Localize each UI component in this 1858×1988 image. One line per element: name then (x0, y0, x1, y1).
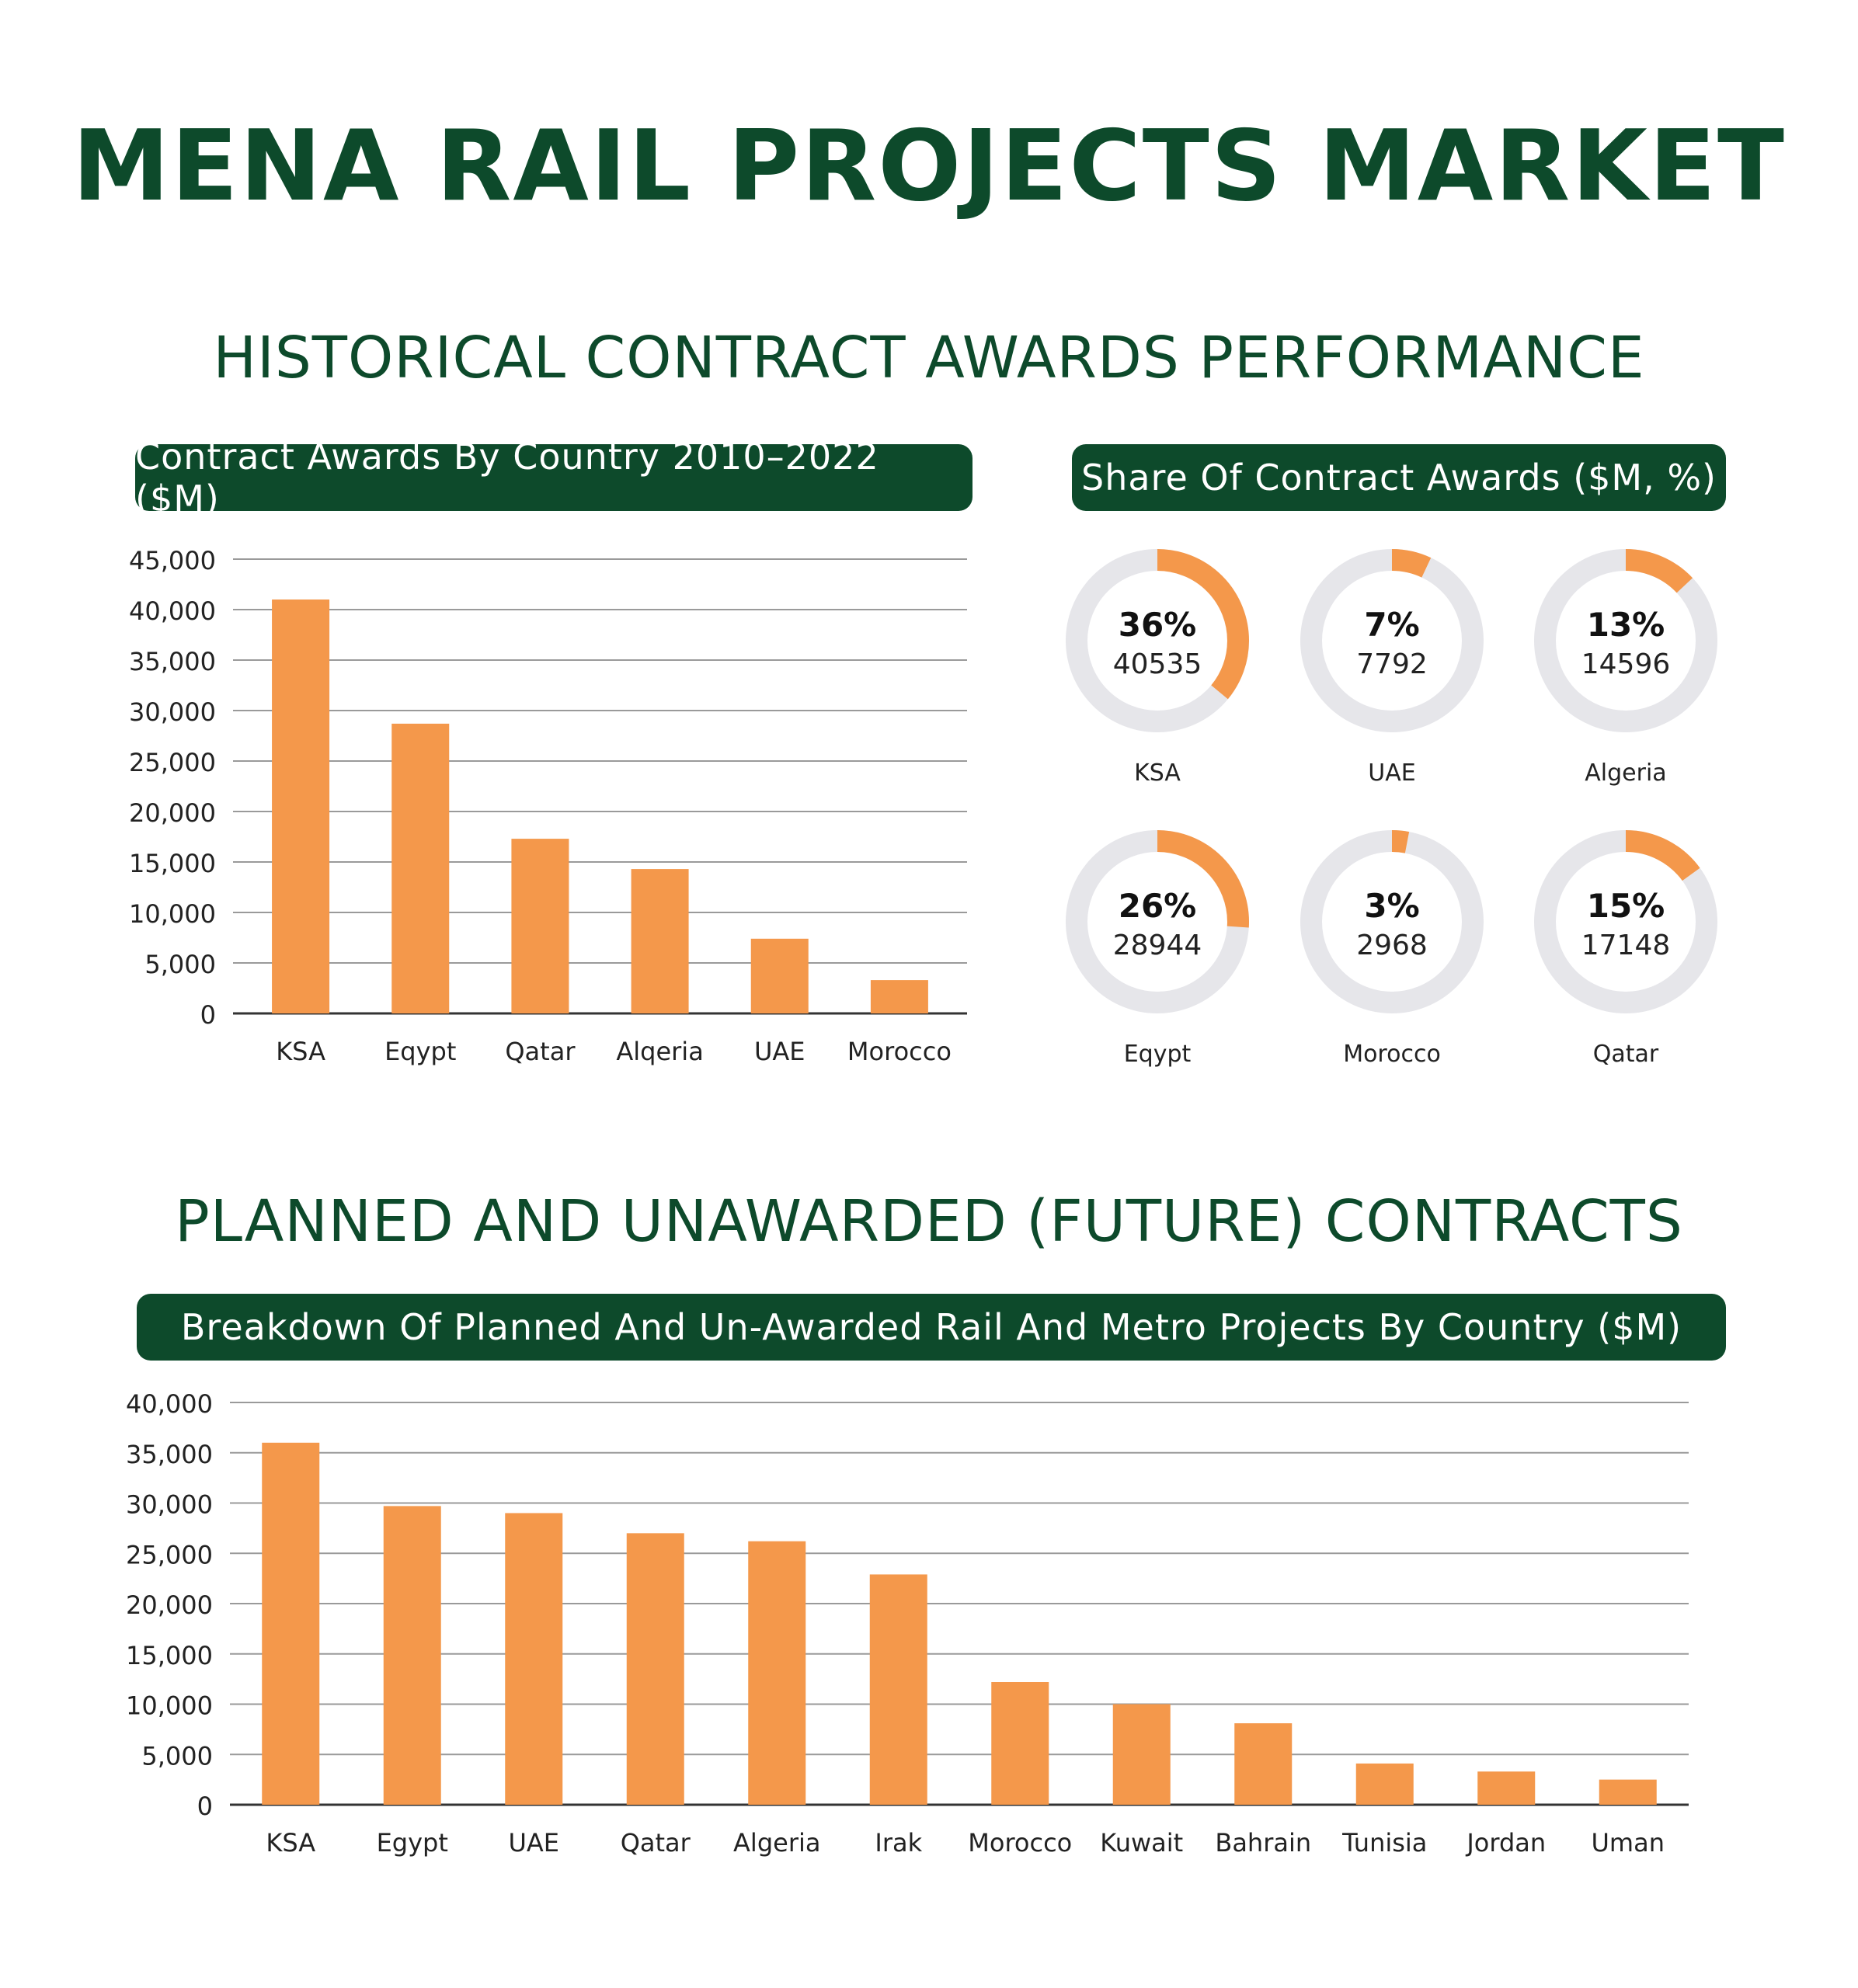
bar-eqypt (391, 723, 450, 1013)
donut-percent: 7% (1364, 606, 1419, 644)
bar-algeria (748, 1541, 806, 1805)
y-tick-label: 25,000 (126, 1540, 213, 1569)
donut-chart-grid: 36% 40535 KSA 7% 7792 UAE 13% 14596 Algeria 26% 28… (1066, 549, 1717, 1068)
ring-share-uae (1300, 549, 1484, 732)
y-tick-label: 25,000 (129, 748, 216, 777)
y-tick-label: 20,000 (129, 798, 216, 828)
x-tick-label: KSA (276, 1037, 325, 1066)
bar-tunisia (1355, 1763, 1414, 1805)
donut-country-label: KSA (1134, 759, 1181, 787)
x-tick-label: Uman (1592, 1828, 1665, 1858)
y-tick-label: 10,000 (129, 899, 216, 929)
x-tick-label: Kuwait (1100, 1828, 1183, 1858)
section-title-historical: HISTORICAL CONTRACT AWARDS PERFORMANCE (213, 325, 1645, 391)
x-tick-label: Algeria (733, 1828, 820, 1858)
bar-uae (505, 1513, 563, 1805)
bar-ksa (262, 1442, 320, 1805)
y-tick-label: 15,000 (129, 849, 216, 878)
bar-chart-planned: 0 5,000 10,000 15,000 20,000 25,000 30,000 35,0… (126, 1389, 1689, 1858)
bar-uman (1599, 1779, 1657, 1805)
x-tick-label: UAE (754, 1037, 805, 1066)
donut-country-label: Qatar (1593, 1041, 1659, 1068)
bar-egypt (383, 1506, 441, 1805)
donut-value: 28944 (1113, 930, 1202, 961)
bar-morocco (991, 1682, 1049, 1805)
bar-jordan (1477, 1771, 1536, 1805)
chart-title-share: Share Of Contract Awards ($M, %) (1072, 444, 1726, 511)
bar-qatar (511, 839, 569, 1013)
y-tick-label: 0 (197, 1792, 213, 1821)
x-tick-label: Egypt (377, 1828, 448, 1858)
y-tick-label: 20,000 (126, 1590, 213, 1620)
donut-percent: 26% (1119, 887, 1197, 925)
bar-chart-historical: 0 5,000 10,000 15,000 20,000 25,000 30,000 35,0… (129, 546, 967, 1066)
x-tick-label: Morocco (847, 1037, 952, 1066)
ring-share-morocco (1300, 830, 1484, 1013)
donut-value: 2968 (1356, 930, 1428, 961)
donut-percent: 13% (1587, 606, 1665, 644)
x-tick-label: Eqypt (384, 1037, 456, 1066)
x-tick-label: UAE (508, 1828, 559, 1858)
ring-share-ksa (1066, 549, 1249, 732)
x-tick-label: Bahrain (1215, 1828, 1311, 1858)
donut-value: 40535 (1113, 648, 1202, 680)
x-tick-label: Qatar (505, 1037, 576, 1066)
donut-value: 17148 (1581, 930, 1671, 961)
donut-country-label: Eqypt (1124, 1041, 1192, 1068)
bar-ksa (272, 600, 330, 1013)
bar-alqeria (631, 869, 689, 1013)
x-tick-label: Alqeria (616, 1037, 703, 1066)
chart-title-contract-awards: Contract Awards By Country 2010–2022 ($M… (135, 436, 972, 520)
bar-kuwait (1112, 1704, 1171, 1805)
page-title: MENA RAIL PROJECTS MARKET (72, 109, 1786, 223)
x-tick-label: Jordan (1465, 1828, 1546, 1858)
x-tick-label: Tunisia (1341, 1828, 1427, 1858)
bar-irak (869, 1574, 927, 1805)
x-tick-label: Qatar (621, 1828, 691, 1858)
y-tick-label: 10,000 (126, 1691, 213, 1721)
donut-percent: 3% (1364, 887, 1419, 925)
donut-percent: 36% (1119, 606, 1197, 644)
x-tick-label: KSA (266, 1828, 315, 1858)
donut-percent: 15% (1587, 887, 1665, 925)
donut-country-label: Morocco (1343, 1041, 1441, 1068)
bar-morocco (870, 980, 928, 1013)
donut-value: 7792 (1356, 648, 1428, 680)
y-tick-label: 30,000 (126, 1490, 213, 1520)
y-tick-label: 5,000 (141, 1741, 213, 1771)
y-tick-label: 35,000 (129, 647, 216, 676)
y-tick-label: 5,000 (144, 950, 216, 979)
donut-country-label: UAE (1368, 759, 1415, 787)
y-tick-label: 40,000 (129, 596, 216, 626)
x-tick-label: Morocco (968, 1828, 1072, 1858)
donut-country-label: Algeria (1585, 759, 1666, 787)
y-tick-label: 0 (200, 1000, 216, 1030)
ring-share-qatar (1534, 830, 1717, 1013)
bar-qatar (626, 1533, 684, 1805)
bar-bahrain (1234, 1723, 1293, 1805)
x-tick-label: Irak (875, 1828, 922, 1858)
y-tick-label: 30,000 (129, 697, 216, 727)
y-tick-label: 15,000 (126, 1641, 213, 1670)
bar-uae (750, 938, 809, 1013)
chart-title-planned: Breakdown Of Planned And Un-Awarded Rail… (137, 1294, 1726, 1361)
ring-share-algeria (1534, 549, 1717, 732)
donut-value: 14596 (1581, 648, 1671, 680)
y-tick-label: 35,000 (126, 1440, 213, 1469)
ring-share-eqypt (1066, 830, 1249, 1013)
y-tick-label: 40,000 (126, 1389, 213, 1419)
section-title-planned: PLANNED AND UNAWARDED (FUTURE) CONTRACTS (175, 1188, 1683, 1255)
y-tick-label: 45,000 (129, 546, 216, 575)
